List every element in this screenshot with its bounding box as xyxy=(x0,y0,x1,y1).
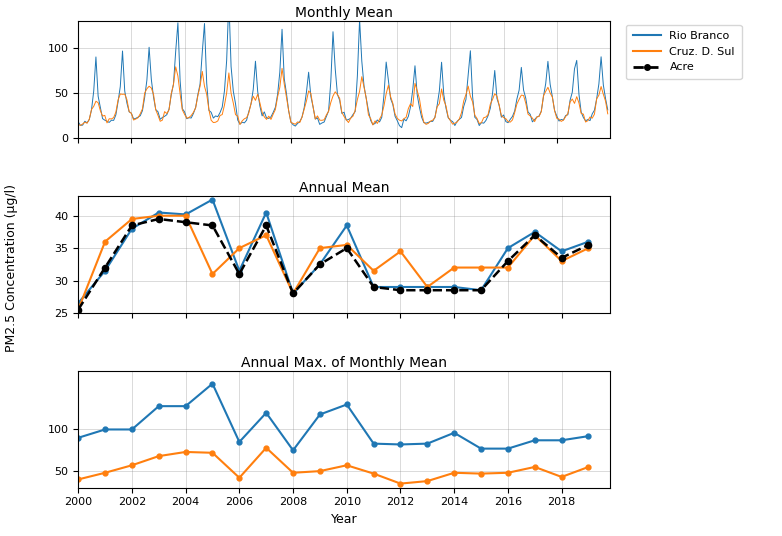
Title: Monthly Mean: Monthly Mean xyxy=(295,6,393,20)
Legend: Rio Branco, Cruz. D. Sul, Acre: Rio Branco, Cruz. D. Sul, Acre xyxy=(626,25,741,79)
Title: Annual Max. of Monthly Mean: Annual Max. of Monthly Mean xyxy=(241,356,447,370)
Title: Annual Mean: Annual Mean xyxy=(299,181,389,195)
X-axis label: Year: Year xyxy=(331,513,357,526)
Text: PM2.5 Concentration (μg/l): PM2.5 Concentration (μg/l) xyxy=(5,184,18,352)
